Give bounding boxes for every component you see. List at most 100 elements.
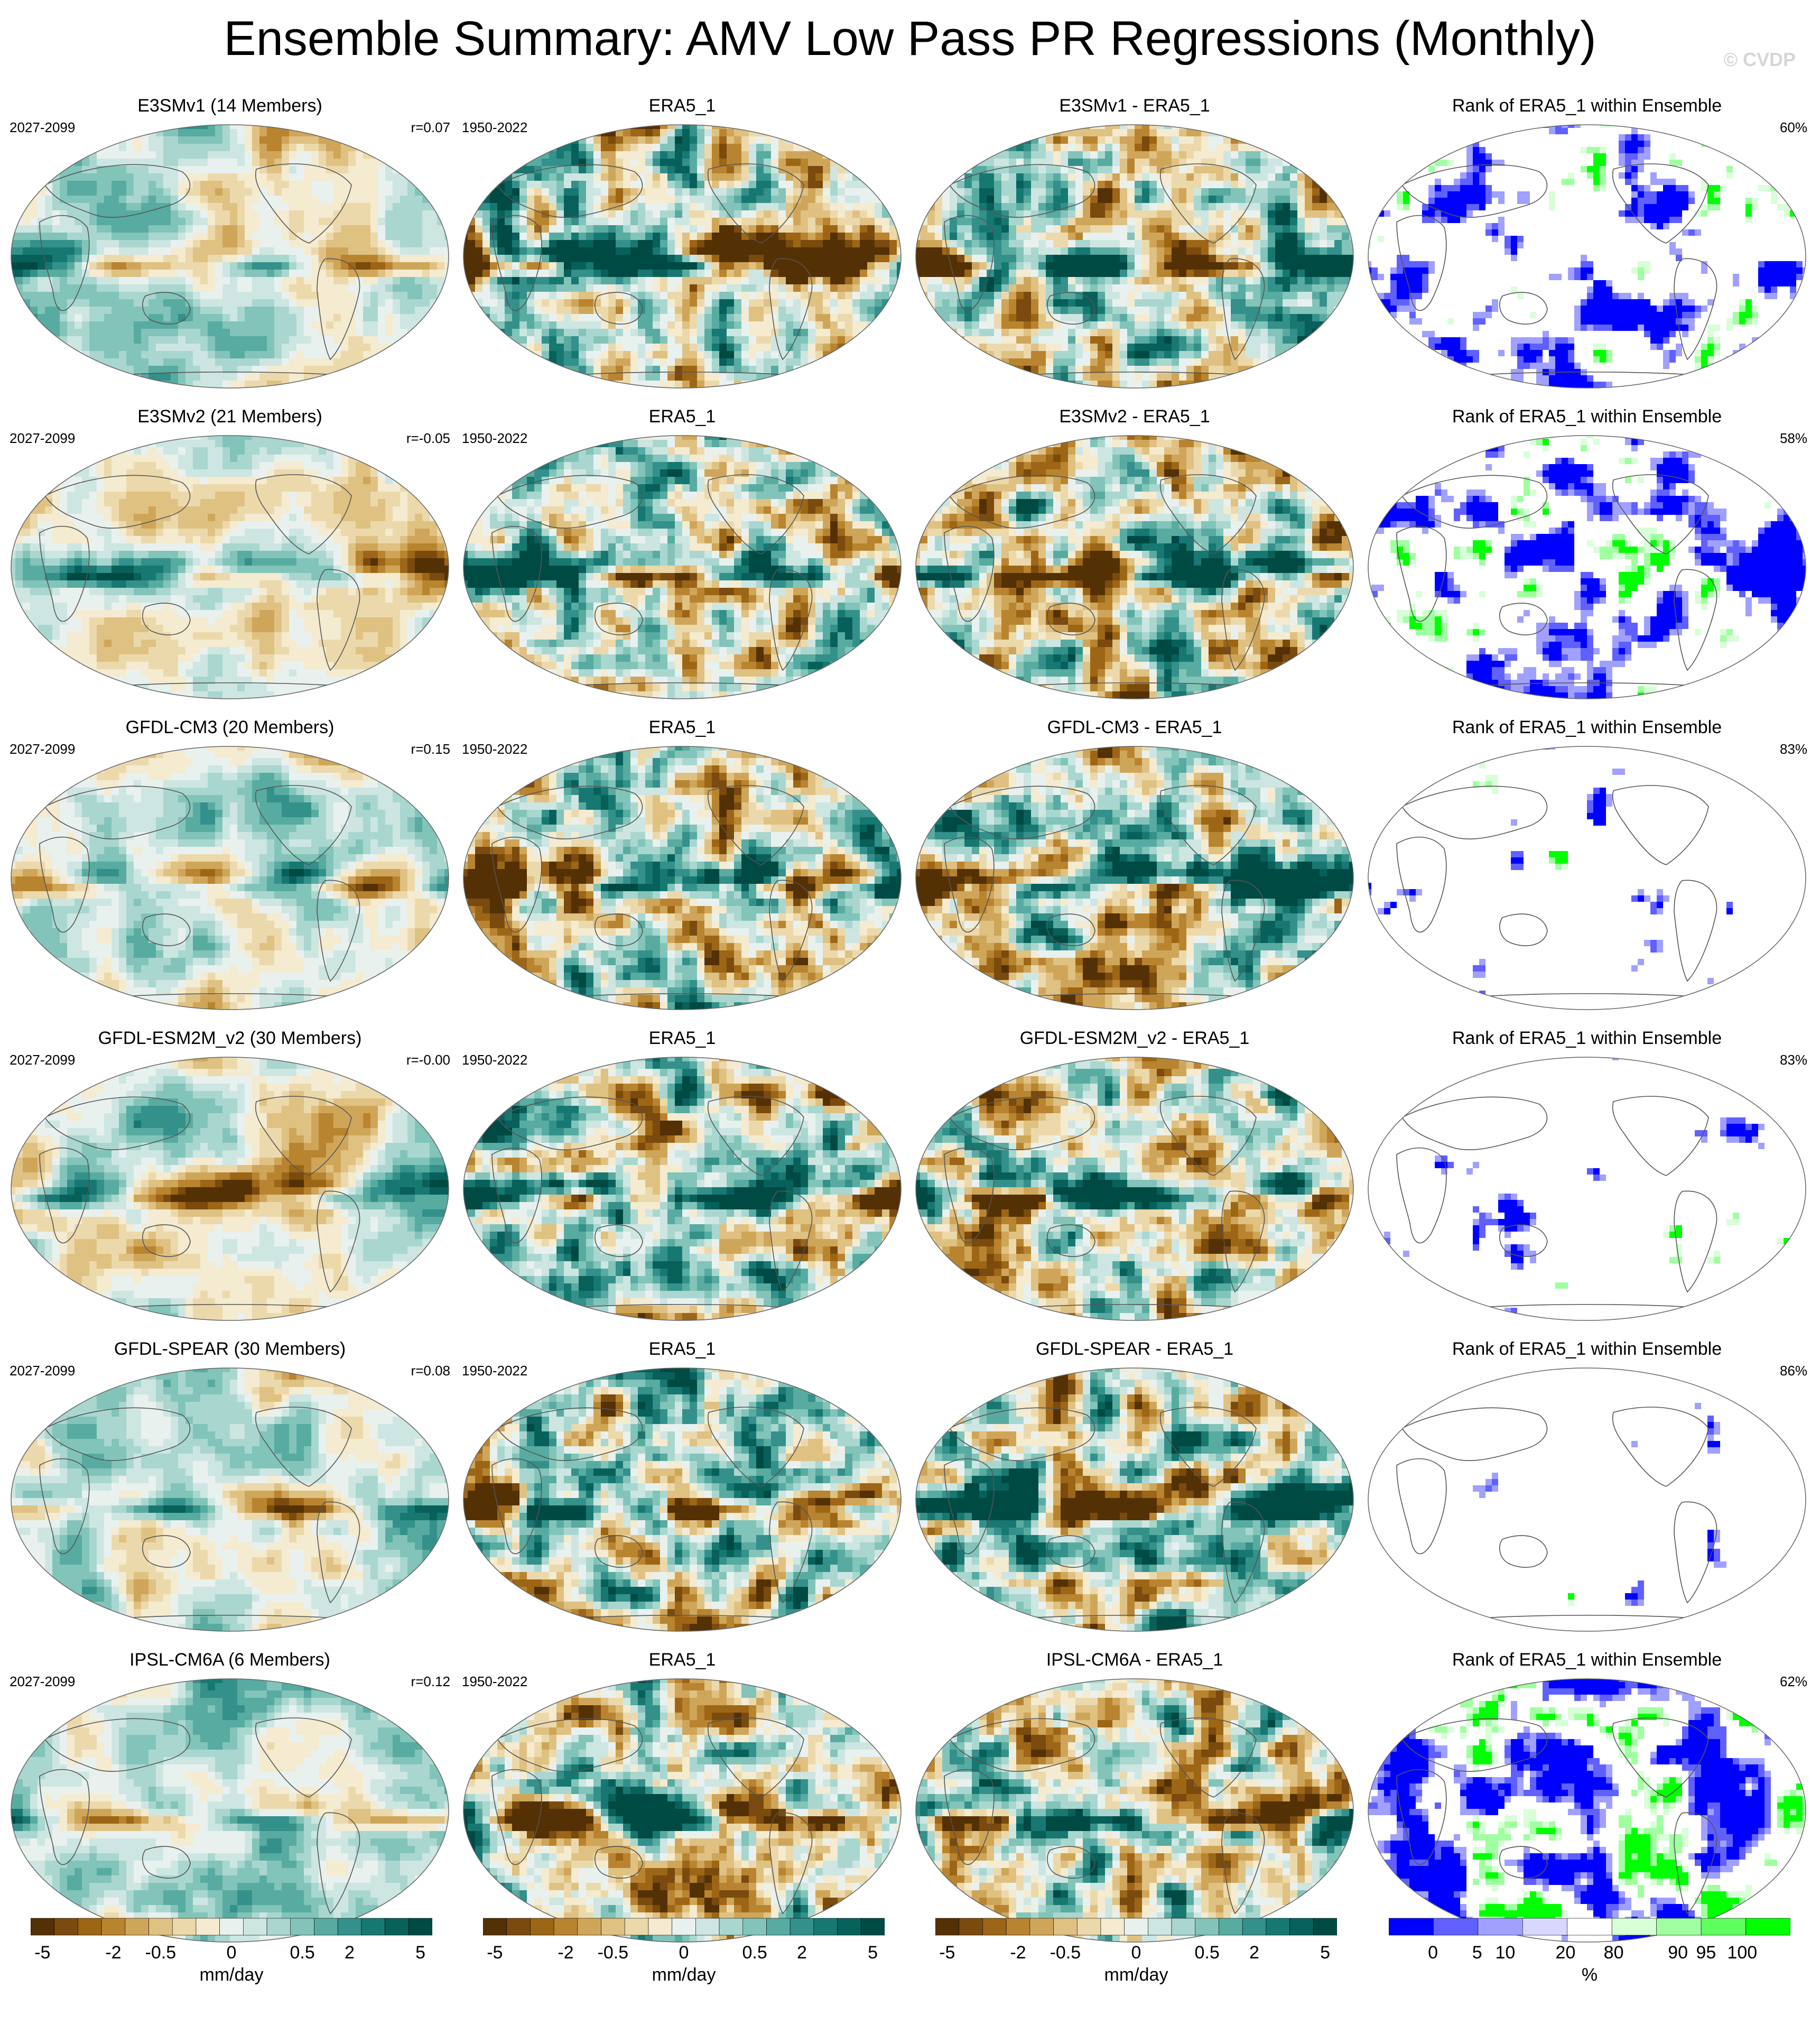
map-outline xyxy=(915,435,1354,699)
colorbar-tick-label: -0.5 xyxy=(145,1942,177,1963)
rank-colorbar: 0 5 10 20 80 90 95 100% xyxy=(1389,1918,1790,2002)
pr-colorbar: -5 -2 -0.5 0 0.5 2 5 mm/day xyxy=(483,1918,885,2002)
panel-title: GFDL-SPEAR (30 Members) xyxy=(5,1338,454,1360)
panel-rank-row-6: Rank of ERA5_1 within Ensemble 62% xyxy=(1362,1649,1812,1950)
robinson-map xyxy=(463,746,902,1010)
map-outline xyxy=(11,1057,449,1321)
panel-obs-row-4: ERA5_1 1950-2022 xyxy=(458,1028,907,1329)
map-outline xyxy=(463,124,902,389)
panel-rank-row-1: Rank of ERA5_1 within Ensemble 60% xyxy=(1362,95,1812,396)
panel-obs-row-3: ERA5_1 1950-2022 xyxy=(458,717,907,1018)
panel-title: ERA5_1 xyxy=(458,717,907,738)
colorbar-swatch xyxy=(982,1918,1007,1936)
panel-title: Rank of ERA5_1 within Ensemble xyxy=(1362,1028,1812,1049)
map-field xyxy=(11,1679,449,1942)
colorbar-swatch xyxy=(54,1918,78,1936)
panel-model-row-1: E3SMv1 (14 Members) 2027-2099 r=0.07 xyxy=(5,95,454,396)
colorbar-unit: mm/day xyxy=(652,1964,716,1985)
robinson-map xyxy=(11,746,449,1010)
colorbar-swatch xyxy=(553,1918,578,1936)
colorbar-swatch xyxy=(648,1918,672,1936)
rank-percent: 86% xyxy=(1780,1363,1807,1379)
map-field xyxy=(916,1368,1353,1631)
colorbar-tick-label: 2 xyxy=(345,1942,355,1963)
panel-title: GFDL-ESM2M_v2 - ERA5_1 xyxy=(910,1028,1359,1049)
colorbar-swatch xyxy=(1171,1918,1196,1936)
panel-title: IPSL-CM6A (6 Members) xyxy=(5,1649,454,1670)
map-outline xyxy=(11,124,449,389)
page-title: Ensemble Summary: AMV Low Pass PR Regres… xyxy=(0,10,1820,68)
map-outline xyxy=(11,746,449,1010)
colorbar-swatch xyxy=(1567,1918,1612,1936)
panel-period: 1950-2022 xyxy=(462,430,527,446)
panel-period: 2027-2099 xyxy=(10,741,75,757)
colorbar-swatch xyxy=(385,1918,409,1936)
colorbar-tick-label: 95 xyxy=(1696,1942,1716,1963)
colorbar-tick-label: 20 xyxy=(1555,1942,1575,1963)
rank-percent: 83% xyxy=(1780,741,1807,757)
colorbar-swatch xyxy=(219,1918,244,1936)
rank-percent: 83% xyxy=(1780,1052,1807,1068)
robinson-map xyxy=(11,1678,449,1943)
map-field xyxy=(1368,436,1806,699)
colorbar-tick-label: 10 xyxy=(1495,1942,1515,1963)
colorbar-tick-label: 0.5 xyxy=(742,1942,767,1963)
robinson-map xyxy=(915,1678,1354,1943)
colorbar-swatch xyxy=(125,1918,149,1936)
panel-title: ERA5_1 xyxy=(458,1649,907,1670)
map-field xyxy=(463,746,901,1010)
panel-period: 1950-2022 xyxy=(462,741,527,757)
map-field xyxy=(11,436,449,699)
colorbar-swatch xyxy=(719,1918,744,1936)
colorbar-tick-label: -0.5 xyxy=(598,1942,629,1963)
colorbar-swatch xyxy=(266,1918,291,1936)
colorbar-tick-label: 90 xyxy=(1668,1942,1688,1963)
panel-period: 1950-2022 xyxy=(462,119,527,135)
colorbar-tick-label: -5 xyxy=(34,1942,50,1963)
map-outline xyxy=(1368,746,1806,1010)
colorbar-swatch xyxy=(1266,1918,1290,1936)
colorbar-swatch xyxy=(483,1918,507,1936)
colorbar-swatch xyxy=(196,1918,220,1936)
colorbar-tick-label: 5 xyxy=(415,1942,425,1963)
watermark: © CVDP xyxy=(1723,49,1796,71)
panel-obs-row-6: ERA5_1 1950-2022 xyxy=(458,1649,907,1950)
colorbar-swatch xyxy=(1124,1918,1148,1936)
map-outline xyxy=(463,435,902,699)
panel-model-row-4: GFDL-ESM2M_v2 (30 Members) 2027-2099 r=-0.… xyxy=(5,1028,454,1329)
map-outline xyxy=(915,124,1354,389)
colorbar-swatch xyxy=(1611,1918,1657,1936)
panel-period: 2027-2099 xyxy=(10,119,75,135)
map-field xyxy=(1368,1679,1806,1942)
robinson-map xyxy=(915,1367,1354,1632)
pattern-correlation: r=-0.05 xyxy=(406,430,450,446)
robinson-map xyxy=(915,1057,1354,1321)
map-field xyxy=(11,746,449,1010)
colorbar-swatch xyxy=(408,1918,432,1936)
panel-period: 1950-2022 xyxy=(462,1052,527,1068)
map-outline xyxy=(11,435,449,699)
colorbar-swatch xyxy=(695,1918,720,1936)
panel-model-row-3: GFDL-CM3 (20 Members) 2027-2099 r=0.15 xyxy=(5,717,454,1018)
panel-title: Rank of ERA5_1 within Ensemble xyxy=(1362,717,1812,738)
colorbar-tick-label: -2 xyxy=(105,1942,121,1963)
colorbar-tick-label: 100 xyxy=(1727,1942,1757,1963)
colorbar-swatch xyxy=(959,1918,983,1936)
robinson-map xyxy=(915,746,1354,1010)
colorbar-tick-label: 2 xyxy=(1249,1942,1259,1963)
colorbar-swatch xyxy=(601,1918,625,1936)
robinson-map xyxy=(1368,1678,1806,1943)
colorbar-swatch xyxy=(1219,1918,1243,1936)
colorbar-swatch xyxy=(1656,1918,1702,1936)
colorbar-swatch xyxy=(101,1918,126,1936)
colorbar-tick-label: 0.5 xyxy=(290,1942,314,1963)
colorbar-tick-label: -2 xyxy=(1010,1942,1026,1963)
panel-diff-row-1: E3SMv1 - ERA5_1 xyxy=(910,95,1359,396)
panel-title: Rank of ERA5_1 within Ensemble xyxy=(1362,1649,1812,1670)
pr-colorbar: -5 -2 -0.5 0 0.5 2 5 mm/day xyxy=(935,1918,1337,2002)
colorbar-swatch xyxy=(31,1918,55,1936)
colorbar-swatch xyxy=(337,1918,362,1936)
colorbar-swatches xyxy=(1389,1918,1790,1936)
colorbar-swatch xyxy=(860,1918,885,1936)
panel-obs-row-5: ERA5_1 1950-2022 xyxy=(458,1338,907,1640)
